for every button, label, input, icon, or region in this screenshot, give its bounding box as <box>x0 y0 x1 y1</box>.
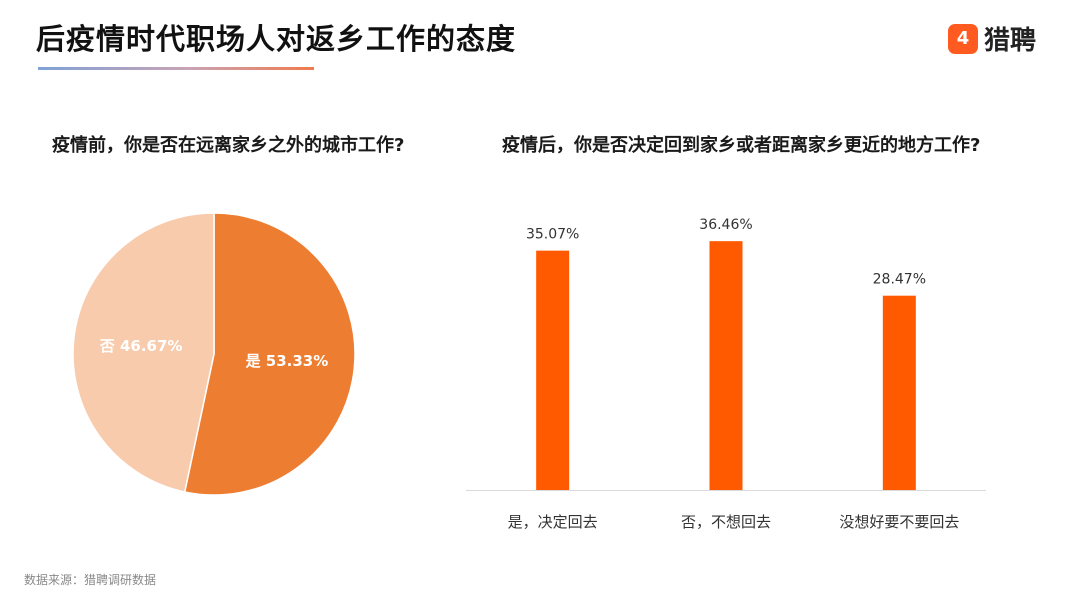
pie-chart-title: 疫情前，你是否在远离家乡之外的城市工作? <box>52 135 405 156</box>
bar-1 <box>709 241 743 490</box>
bar-category-label-0: 是，决定回去 <box>508 513 598 531</box>
bar-category-label-1: 否，不想回去 <box>681 513 771 531</box>
data-source-note: 数据来源：猎聘调研数据 <box>24 573 157 587</box>
pie-slice-0 <box>183 212 356 496</box>
page-title: 后疫情时代职场人对返乡工作的态度 <box>36 22 517 56</box>
pie-slice-1 <box>72 212 215 493</box>
bar-0 <box>536 250 570 490</box>
bar-chart-title: 疫情后，你是否决定回到家乡或者距离家乡更近的地方工作? <box>502 135 981 156</box>
bar-value-label-1: 36.46% <box>699 217 752 233</box>
brand-logo: 4 猎聘 <box>948 20 1036 57</box>
pie-slice-label-1: 否 46.67% <box>99 337 183 355</box>
bar-value-label-2: 28.47% <box>873 272 926 288</box>
bar-category-label-2: 没想好要不要回去 <box>839 513 959 531</box>
brand-name: 猎聘 <box>984 26 1037 56</box>
liepin-logo-icon: 4 <box>948 23 978 54</box>
title-underline <box>38 67 314 70</box>
bar-2 <box>882 295 916 490</box>
bar-value-label-0: 35.07% <box>526 227 579 243</box>
pie-slice-label-0: 是 53.33% <box>245 352 329 370</box>
